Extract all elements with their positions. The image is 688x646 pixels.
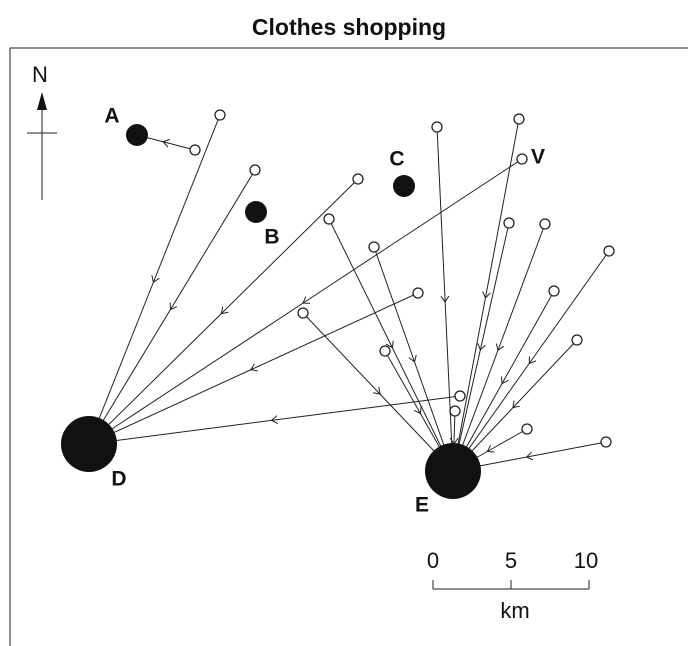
north-arrow — [27, 92, 57, 200]
shop-e — [425, 443, 481, 499]
scale-tick-label: 5 — [505, 548, 517, 573]
shop-b — [245, 201, 267, 223]
origin — [412, 287, 424, 299]
flow-line — [88, 292, 419, 445]
origin — [516, 153, 528, 165]
scale-bar — [432, 580, 590, 590]
flow-line — [452, 339, 578, 472]
origin — [431, 121, 443, 133]
flow-line — [452, 222, 510, 472]
origin — [379, 345, 391, 357]
title: Clothes shopping — [252, 14, 446, 40]
origins — [189, 109, 615, 448]
flow-line — [88, 114, 221, 445]
flow-line — [328, 218, 454, 472]
origin — [571, 334, 583, 346]
shop-a — [126, 124, 148, 146]
origin — [249, 164, 261, 176]
flow-line — [302, 312, 454, 472]
origin — [454, 390, 466, 402]
shop-c — [393, 175, 415, 197]
origin — [214, 109, 226, 121]
shop-d — [61, 416, 117, 472]
scale-tick-label: 0 — [427, 548, 439, 573]
origin — [539, 218, 551, 230]
frame — [9, 47, 688, 646]
north-label: N — [32, 62, 48, 87]
origin — [352, 173, 364, 185]
origin-label: V — [531, 146, 545, 169]
flow-line — [88, 178, 359, 445]
origin — [548, 285, 560, 297]
shop-label: E — [415, 494, 429, 517]
scale-tick-label: 10 — [574, 548, 598, 573]
shop-label: C — [389, 148, 404, 171]
flow-line — [452, 250, 610, 472]
origin — [189, 144, 201, 156]
origin — [600, 436, 612, 448]
origin — [323, 213, 335, 225]
shop-label: A — [104, 105, 119, 128]
origin — [503, 217, 515, 229]
origin — [521, 423, 533, 435]
origin — [368, 241, 380, 253]
flow-line — [88, 158, 523, 445]
flow-line — [88, 395, 461, 445]
origin — [603, 245, 615, 257]
origin — [297, 307, 309, 319]
flow-line — [452, 118, 520, 472]
flow-line — [373, 246, 454, 472]
origin — [449, 405, 461, 417]
shop-label: B — [264, 226, 279, 249]
origin — [513, 113, 525, 125]
flow-line — [452, 290, 555, 472]
shops — [61, 124, 481, 499]
scale-unit: km — [500, 598, 529, 623]
flow-line — [88, 169, 256, 445]
flow-line — [436, 126, 454, 472]
flow-line — [452, 223, 546, 472]
shop-label: D — [111, 468, 126, 491]
